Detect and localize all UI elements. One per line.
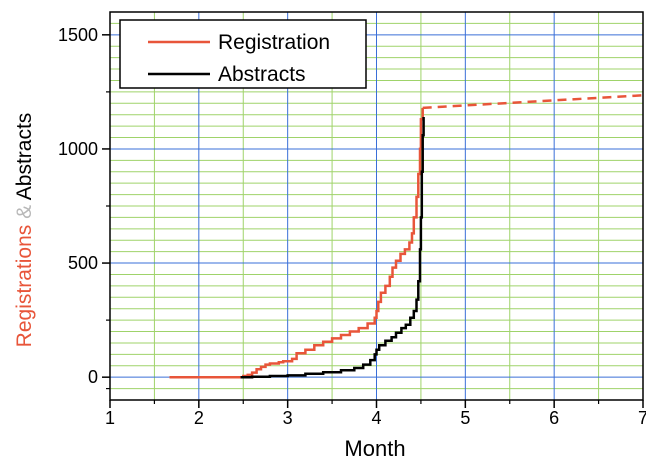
- plot-series: [169, 94, 644, 379]
- x-tick-label: 4: [371, 408, 381, 428]
- grid: [110, 12, 643, 400]
- y-axis-label-part: Registrations: [13, 225, 36, 348]
- y-tick-label: 1000: [58, 139, 98, 159]
- x-tick-label: 5: [460, 408, 470, 428]
- y-tick-label: 500: [68, 253, 98, 273]
- legend-box: [119, 19, 367, 89]
- x-tick-label: 6: [549, 408, 559, 428]
- y-tick-label: 1500: [58, 25, 98, 45]
- series-projection-registration: [422, 94, 644, 110]
- y-tick-label: 0: [88, 367, 98, 387]
- series-line-registration: [169, 107, 424, 379]
- legend: Registration Abstracts: [119, 19, 367, 89]
- axes: 1 2 3 4 5 6 7 0 500 1000 1500: [58, 11, 646, 428]
- x-tick-label: 2: [194, 408, 204, 428]
- legend-label-registration: Registration: [218, 31, 330, 54]
- x-tick-label: 7: [638, 408, 646, 428]
- x-tick-label: 3: [283, 408, 293, 428]
- x-axis-label: Month: [344, 436, 405, 461]
- legend-label-abstracts: Abstracts: [218, 63, 306, 86]
- series-line-abstracts: [240, 117, 425, 379]
- y-axis-label-part: Abstracts: [13, 113, 36, 201]
- x-tick-label: 1: [105, 408, 115, 428]
- y-axis-label: Registrations & Abstracts: [13, 113, 36, 348]
- y-axis-label-part: &: [13, 200, 36, 225]
